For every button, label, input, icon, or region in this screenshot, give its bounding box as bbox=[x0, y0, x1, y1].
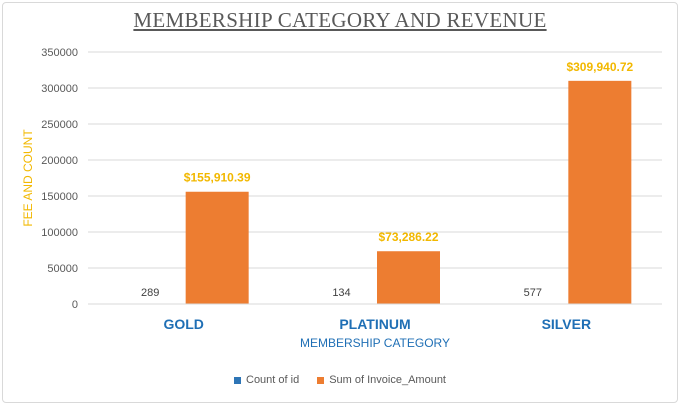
legend-swatch-count bbox=[234, 376, 241, 384]
legend-label-count: Count of id bbox=[246, 374, 300, 386]
y-tick-label: 100000 bbox=[41, 227, 78, 239]
category-label: GOLD bbox=[163, 316, 203, 332]
category-label: SILVER bbox=[542, 316, 592, 332]
y-tick-label: 350000 bbox=[41, 47, 78, 59]
data-label-count: 289 bbox=[141, 287, 159, 299]
y-axis-label: FEE AND COUNT bbox=[21, 129, 35, 227]
legend-item-count: Count of id bbox=[234, 374, 299, 386]
bar-sum bbox=[377, 251, 440, 304]
y-tick-label: 0 bbox=[72, 299, 78, 311]
data-label-sum: $73,286.22 bbox=[378, 230, 438, 244]
legend-item-sum: Sum of Invoice_Amount bbox=[317, 374, 446, 386]
legend-swatch-sum bbox=[317, 376, 325, 384]
y-tick-label: 250000 bbox=[41, 119, 78, 131]
data-label-count: 577 bbox=[524, 287, 542, 299]
bar-sum bbox=[568, 80, 632, 304]
x-axis-label: MEMBERSHIP CATEGORY bbox=[300, 336, 450, 350]
legend: Count of id Sum of Invoice_Amount bbox=[0, 374, 680, 386]
y-tick-label: 200000 bbox=[41, 155, 78, 167]
data-label-sum: $309,940.72 bbox=[566, 60, 633, 74]
category-label: PLATINUM bbox=[339, 316, 410, 332]
y-tick-label: 50000 bbox=[47, 263, 78, 275]
y-tick-label: 300000 bbox=[41, 83, 78, 95]
chart-title: MEMBERSHIP CATEGORY AND REVENUE bbox=[133, 8, 547, 32]
y-tick-label: 150000 bbox=[41, 191, 78, 203]
legend-label-sum: Sum of Invoice_Amount bbox=[329, 374, 446, 386]
data-label-sum: $155,910.39 bbox=[184, 171, 251, 185]
data-label-count: 134 bbox=[332, 287, 350, 299]
bar-sum bbox=[185, 191, 249, 304]
